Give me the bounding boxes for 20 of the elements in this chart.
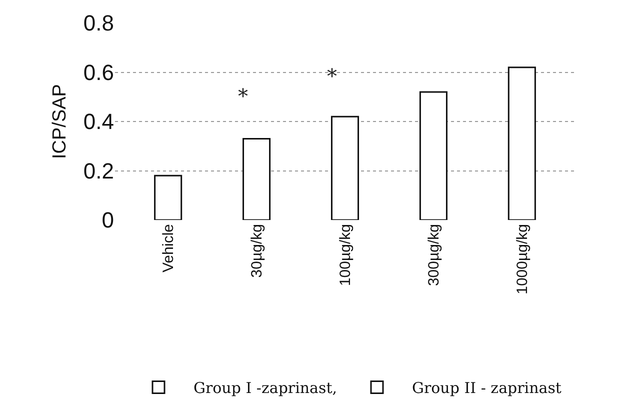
x-tick-label: 30µg/kg bbox=[248, 224, 266, 278]
y-tick-label: 0.8 bbox=[83, 10, 114, 36]
x-tick-label: Vehicle bbox=[160, 224, 177, 272]
y-tick-label: 0.4 bbox=[83, 109, 114, 134]
y-tick-label: 0 bbox=[102, 208, 114, 233]
y-tick-label: 0.2 bbox=[83, 158, 114, 184]
legend-label: Group II - zaprinast bbox=[412, 379, 562, 398]
annotation: * bbox=[327, 64, 337, 88]
y-tick-label: 0.6 bbox=[83, 60, 114, 85]
annotation: * bbox=[238, 84, 248, 108]
bar bbox=[154, 174, 182, 220]
x-tick-label: 1000µg/kg bbox=[514, 224, 531, 294]
bar bbox=[242, 138, 271, 220]
x-tick-label: 100µg/kg bbox=[336, 224, 354, 286]
bar bbox=[419, 91, 448, 220]
y-axis-title: ICP/SAP bbox=[49, 84, 70, 159]
legend-label: Group I -zaprinast, bbox=[194, 379, 337, 398]
bar bbox=[508, 66, 536, 220]
bar bbox=[330, 116, 360, 220]
x-tick-label: 300µg/kg bbox=[425, 224, 442, 286]
